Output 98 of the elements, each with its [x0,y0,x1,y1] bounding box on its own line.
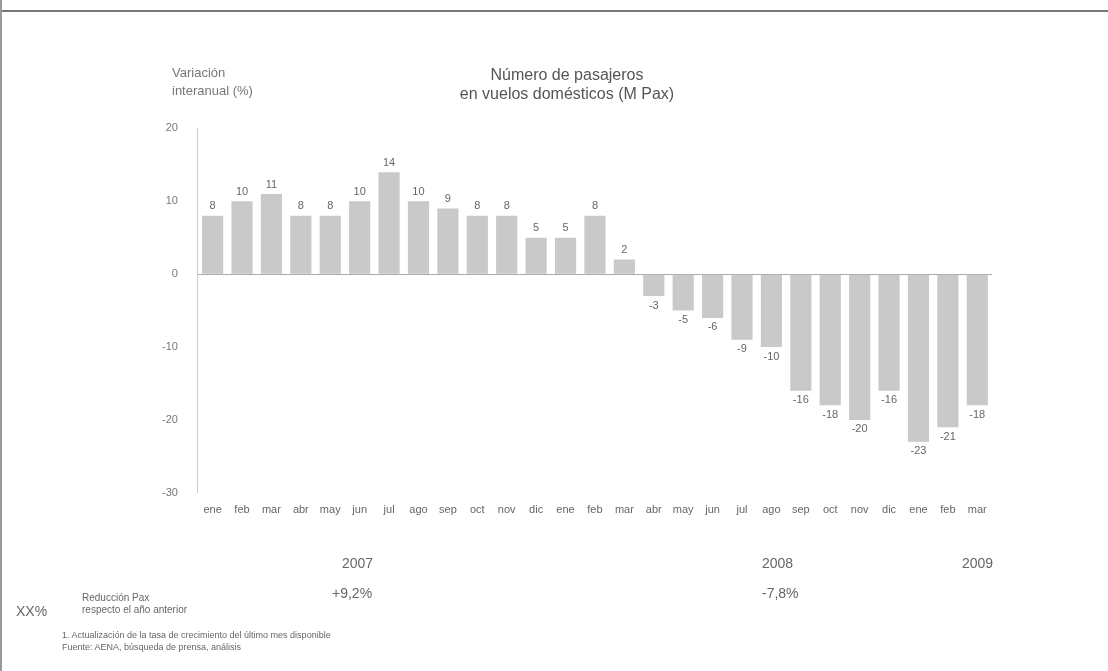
y-tick-label: 10 [165,194,178,207]
data-label: 5 [533,221,540,234]
data-label: 14 [382,155,396,168]
data-label: 10 [235,184,249,197]
data-label: 8 [591,199,599,212]
data-label: -5 [678,313,689,326]
text: +9,2% [332,585,373,601]
bar [260,193,283,274]
bar [437,208,459,274]
data-label: 8 [503,199,510,212]
y-tick-label: -30 [161,485,178,498]
text: -7,8% [762,585,799,601]
data-label: 10 [353,184,366,197]
x-tick-label: ago [409,503,428,516]
text: 2009 [962,555,994,571]
y-tick-label: -20 [161,412,178,425]
bar [554,237,577,274]
x-tick-label: mar [261,503,282,516]
y-axis-title: Variación interanual (%) [172,64,253,100]
data-label: 9 [444,192,451,205]
bar [760,274,782,348]
x-tick-label: oct [469,503,485,516]
data-label: 8 [297,199,304,212]
bar [937,274,959,428]
x-tick-label: sep [439,503,457,516]
x-tick-label: nov [497,503,517,516]
x-tick-label: sep [791,503,810,516]
bar [290,215,312,274]
data-label: -10 [763,349,780,362]
data-label: 2 [621,243,628,256]
bar [613,259,635,274]
bar [202,215,224,274]
bar [407,201,430,274]
x-tick-label: jun [351,503,367,516]
bar [378,172,400,274]
x-tick-label: jul [382,503,395,516]
x-tick-label: feb [234,503,250,516]
bar [907,274,930,442]
data-label: 8 [327,199,334,212]
bar [584,215,606,274]
bar [349,201,371,274]
x-tick-label: dic [529,503,544,516]
x-tick-label: ene [909,503,928,516]
x-tick-label: abr [292,503,310,516]
x-tick-label: feb [940,503,956,516]
bar [496,215,518,274]
text: 2008 [762,555,794,571]
y-tick-label: 0 [171,267,178,280]
bar [319,215,341,274]
x-tick-label: abr [645,503,663,516]
bar [878,274,900,391]
data-label: 11 [265,177,278,190]
data-label: 8 [209,199,216,212]
x-tick-label: ene [203,503,222,516]
bar [849,274,871,420]
x-tick-label: ene [556,503,575,516]
text: Reducción Pax respecto el año anterior [82,592,188,616]
bar [525,237,547,274]
data-label: -6 [707,320,718,333]
bar [672,274,694,311]
x-tick-label: jul [735,503,748,516]
source-note: Fuente: AENA, búsqueda de prensa, análisis [62,642,242,653]
x-tick-label: may [319,503,342,516]
data-label: -23 [910,444,927,457]
bar [643,274,665,297]
bar [231,201,253,274]
text: XX% [16,603,48,619]
bar [731,274,753,340]
data-label: -16 [881,393,898,406]
x-tick-label: mar [967,503,988,516]
x-tick-label: jun [704,503,720,516]
data-label: -16 [792,393,809,406]
data-label: -18 [822,407,839,420]
text: 2007 [342,555,374,571]
bar [790,274,812,391]
x-tick-label: feb [587,503,603,516]
bar [966,274,988,406]
bar [702,274,724,318]
x-tick-label: nov [850,503,870,516]
data-label: 5 [562,221,569,234]
x-tick-label: mar [614,503,635,516]
x-tick-label: oct [822,503,838,516]
x-tick-label: ago [762,503,781,516]
y-tick-label: 20 [165,121,178,134]
data-label: -9 [737,342,747,355]
bar [466,215,488,274]
data-label: -20 [851,422,868,435]
bar [819,274,841,406]
data-label: 8 [474,199,481,212]
data-label: -18 [969,407,986,420]
text: 1. Actualización de la tasa de crecimiento del último mes disponible [62,630,331,641]
chart-title: Número de pasajeros en vuelos domésticos (M Pax) [459,66,675,103]
data-label: -21 [939,429,956,442]
data-label: -3 [648,298,659,311]
x-tick-label: dic [882,503,897,516]
x-tick-label: may [672,503,695,516]
y-tick-label: -10 [161,340,178,353]
data-label: 10 [412,184,425,197]
